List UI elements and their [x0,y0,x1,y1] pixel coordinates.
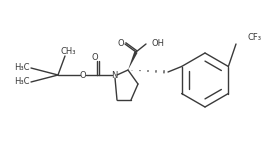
Polygon shape [128,51,137,70]
Text: H₃C: H₃C [14,78,30,87]
Text: OH: OH [151,39,164,48]
Text: O: O [92,52,98,62]
Text: CF₃: CF₃ [248,33,262,42]
Text: N: N [111,70,117,80]
Text: O: O [118,39,124,48]
Text: CH₃: CH₃ [60,48,76,57]
Text: H₃C: H₃C [14,63,30,72]
Text: O: O [80,70,86,80]
